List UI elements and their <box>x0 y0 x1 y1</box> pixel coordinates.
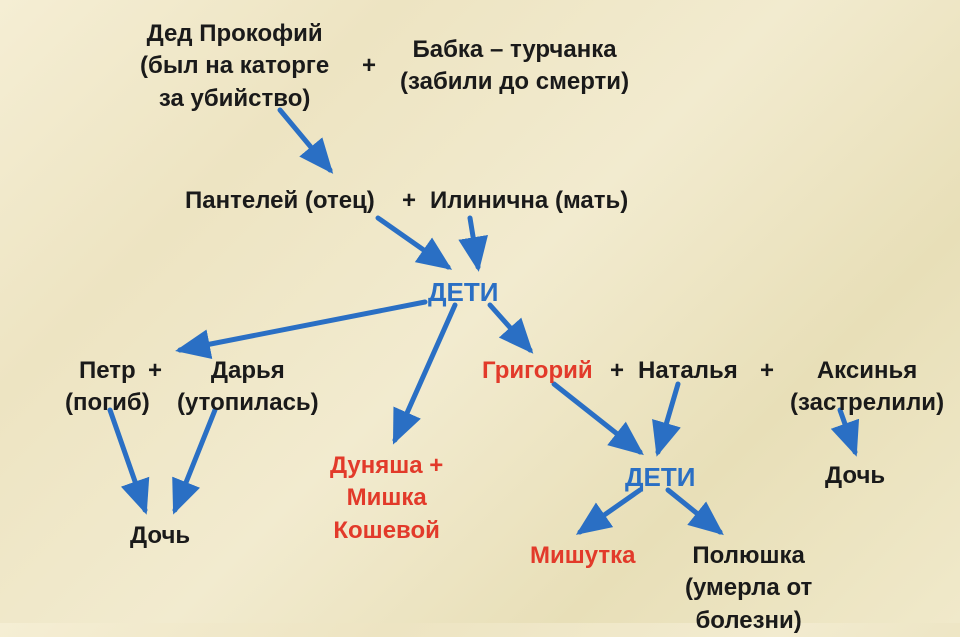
ded-line1: Дед Прокофий <box>140 18 329 50</box>
label-deti-2: ДЕТИ <box>625 460 695 495</box>
label-deti-1: ДЕТИ <box>428 275 498 310</box>
node-doch-aksinya: Дочь <box>825 460 885 492</box>
node-polyushka: Полюшка (умерла от болезни) <box>685 540 812 637</box>
polyushka-line3: болезни) <box>685 605 812 637</box>
plus-top: + <box>362 50 376 82</box>
node-grigory: Григорий <box>482 355 593 387</box>
node-mishutka: Мишутка <box>530 540 636 572</box>
polyushka-line1: Полюшка <box>685 540 812 572</box>
ded-line3: за убийство) <box>140 83 329 115</box>
node-ilinichna: Илинична (мать) <box>430 185 628 217</box>
petr-note: (погиб) <box>65 387 150 419</box>
node-natalya: Наталья <box>638 355 738 387</box>
darya-name: Дарья <box>177 355 319 387</box>
plus-mid: + <box>402 185 416 217</box>
node-petr: Петр (погиб) <box>65 355 150 420</box>
plus-petr-darya: + <box>148 355 162 387</box>
node-panteley: Пантелей (отец) <box>185 185 375 217</box>
dunyasha-line1: Дуняша + <box>330 450 443 482</box>
babka-line2: (забили до смерти) <box>400 66 629 98</box>
polyushka-line2: (умерла от <box>685 572 812 604</box>
aksinya-note: (застрелили) <box>790 387 944 419</box>
node-ded-prokofiy: Дед Прокофий (был на каторге за убийство… <box>140 18 329 115</box>
ded-line2: (был на каторге <box>140 50 329 82</box>
babka-line1: Бабка – турчанка <box>400 34 629 66</box>
node-dunyasha: Дуняша + Мишка Кошевой <box>330 450 443 547</box>
node-babka: Бабка – турчанка (забили до смерти) <box>400 34 629 99</box>
node-doch-petr: Дочь <box>130 520 190 552</box>
dunyasha-line2: Мишка <box>330 482 443 514</box>
dunyasha-line3: Кошевой <box>330 515 443 547</box>
darya-note: (утопилась) <box>177 387 319 419</box>
petr-name: Петр <box>65 355 150 387</box>
plus-grigory-natalya: + <box>610 355 624 387</box>
aksinya-name: Аксинья <box>790 355 944 387</box>
plus-natalya-aksinya: + <box>760 355 774 387</box>
node-darya: Дарья (утопилась) <box>177 355 319 420</box>
node-aksinya: Аксинья (застрелили) <box>790 355 944 420</box>
